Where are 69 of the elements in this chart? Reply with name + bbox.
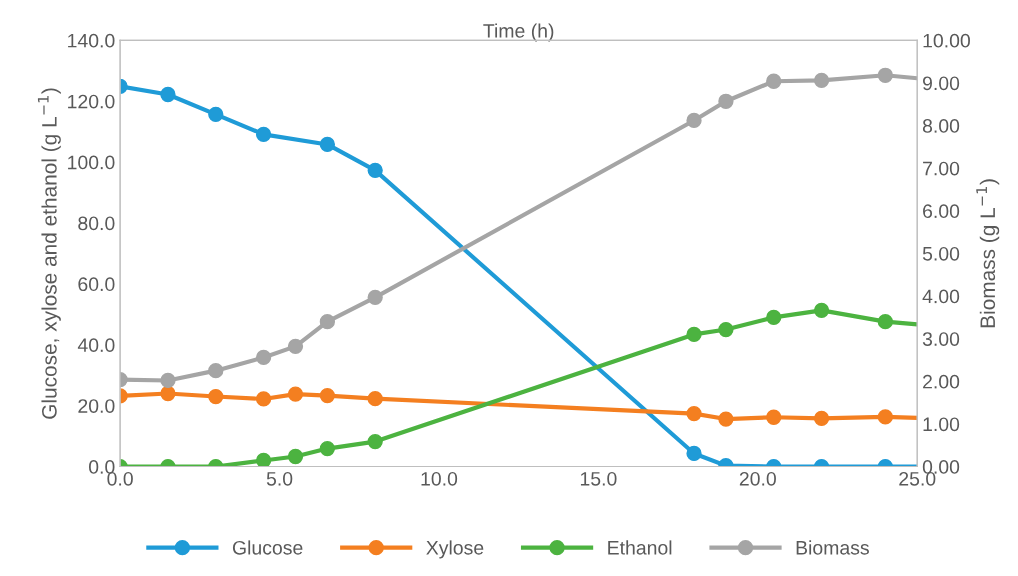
x-tick-label: 20.0 (739, 471, 776, 486)
y-tick-label: 60.0 (78, 277, 115, 292)
point (766, 309, 782, 326)
point (319, 313, 336, 330)
x-tick-label: 25.0 (899, 471, 936, 486)
point (255, 391, 272, 407)
point (208, 388, 224, 405)
point (319, 440, 336, 457)
point (686, 112, 702, 129)
legend-label: Glucose (232, 540, 303, 555)
point (319, 387, 336, 404)
point (255, 126, 272, 143)
point (367, 162, 383, 178)
point (255, 452, 272, 467)
point (766, 409, 782, 425)
point (718, 93, 734, 109)
y-tick-label: 0.0 (88, 460, 115, 474)
y2-tick-label: 1.00 (923, 417, 960, 432)
y-tick-label: 120.0 (68, 94, 115, 109)
x-tick-label: 0.0 (107, 471, 133, 486)
y2-tick-label: 10.00 (923, 33, 970, 48)
point (718, 411, 734, 427)
y2-tick-label: 5.00 (922, 246, 960, 261)
point (208, 363, 224, 379)
point (287, 386, 304, 402)
point (813, 72, 830, 89)
point (686, 445, 702, 462)
point (160, 86, 176, 103)
point (686, 326, 702, 343)
point (877, 409, 893, 425)
point (766, 73, 782, 89)
y2-tick-label: 6.00 (923, 204, 960, 219)
y2-tick-label: 0.00 (922, 460, 960, 474)
y2-axis-title: Biomass (g L$^{−1}$) (976, 179, 1000, 328)
point (718, 321, 734, 338)
point (160, 385, 176, 402)
y-tick-label: 140.0 (68, 33, 115, 48)
y-axis-title: Glucose, xylose and ethanol (g L$^{−1}$) (37, 88, 61, 419)
point (813, 410, 830, 427)
y2-tick-label: 7.00 (923, 161, 960, 176)
x-tick-label: 15.0 (580, 471, 617, 486)
legend-label: Biomass (796, 540, 869, 555)
y2-tick-label: 3.00 (922, 332, 960, 346)
point (367, 433, 383, 450)
y2-tick-label: 4.00 (922, 289, 960, 304)
x-tick-label: 5.0 (266, 471, 293, 486)
y-tick-label: 40.0 (77, 338, 115, 353)
y-tick-label: 20.0 (78, 399, 115, 413)
y2-tick-label: 2.00 (923, 374, 960, 389)
point (255, 349, 272, 366)
point (686, 405, 702, 422)
x-axis-title: Time (h) (483, 23, 554, 42)
point (319, 136, 336, 153)
legend-label: Xylose (426, 540, 484, 559)
legend-label: Ethanol (608, 540, 672, 555)
point (367, 391, 383, 407)
point (160, 372, 176, 389)
point (813, 302, 830, 319)
point (287, 448, 304, 465)
point (287, 338, 304, 354)
point (367, 289, 383, 305)
y-tick-label: 100.0 (68, 155, 115, 170)
point (877, 67, 893, 83)
y2-tick-label: 9.00 (922, 76, 960, 91)
y-tick-label: 80.0 (78, 216, 115, 231)
x-tick-label: 10.0 (421, 471, 458, 486)
y2-tick-label: 8.00 (922, 119, 960, 133)
point (877, 313, 893, 330)
point (208, 106, 224, 122)
